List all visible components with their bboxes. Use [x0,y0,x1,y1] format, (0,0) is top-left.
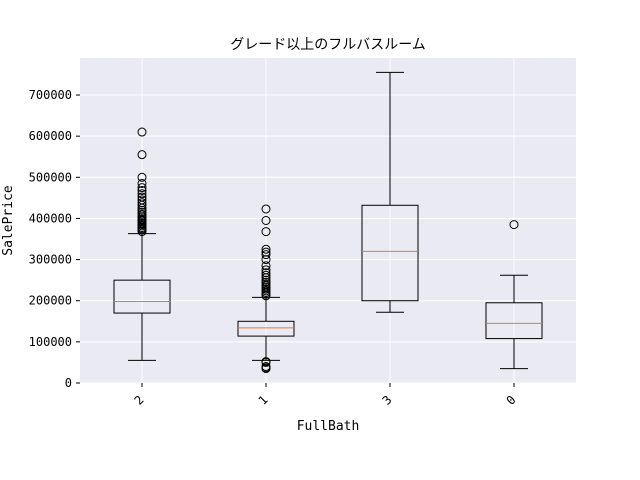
x-tick-label: 3 [380,393,395,408]
outlier-point [137,185,147,195]
outlier-point [137,192,147,202]
box-group-0 [485,220,543,370]
outlier-point [509,220,519,230]
x-tick-label: 0 [504,393,519,408]
box-group-2 [113,127,171,361]
y-tick-label: 500000 [29,170,72,184]
outlier-point [261,268,271,278]
y-tick-label: 0 [65,376,72,390]
y-axis-ticks: 0 100000 200000 300000 400000 500000 600000 700… [29,88,80,390]
outlier-point [137,127,147,137]
x-tick-label: 2 [132,393,147,408]
outlier-point [261,216,271,225]
box-iqr [361,204,419,302]
outlier-point [261,227,271,237]
outlier-point [261,265,271,275]
chart-title: グレード以上のフルバスルーム [230,37,426,53]
outlier-point [137,198,147,208]
outlier-point [261,357,271,367]
outlier-point [261,362,271,372]
outlier-point [137,189,147,199]
boxes-layer [113,71,543,374]
outlier-point [261,247,271,257]
box-iqr [485,302,543,340]
y-tick-label: 400000 [29,211,72,225]
outlier-point [137,183,147,193]
box-iqr [237,320,295,337]
y-tick-label: 100000 [29,335,72,349]
outlier-point [137,195,147,205]
outlier-point [261,244,271,254]
outlier-point [261,255,271,265]
box-iqr [113,279,171,314]
outlier-point [137,150,147,160]
outlier-point [261,270,271,280]
x-axis-label: FullBath [297,419,360,434]
outlier-point [261,261,271,271]
y-tick-label: 700000 [29,88,72,102]
outlier-point [137,172,147,182]
outlier-point [261,204,271,214]
y-tick-label: 200000 [29,294,72,308]
box-group-3 [361,71,419,313]
box-group-1 [237,204,295,374]
outlier-point [137,178,147,188]
x-axis-ticks: 2 1 3 0 [132,383,519,408]
y-axis-label: SalePrice [1,185,16,256]
y-tick-label: 300000 [29,253,72,267]
plot-area [80,58,576,383]
y-tick-label: 600000 [29,129,72,143]
outlier-point [261,275,271,285]
outlier-point [261,250,271,260]
x-tick-label: 1 [256,393,271,408]
